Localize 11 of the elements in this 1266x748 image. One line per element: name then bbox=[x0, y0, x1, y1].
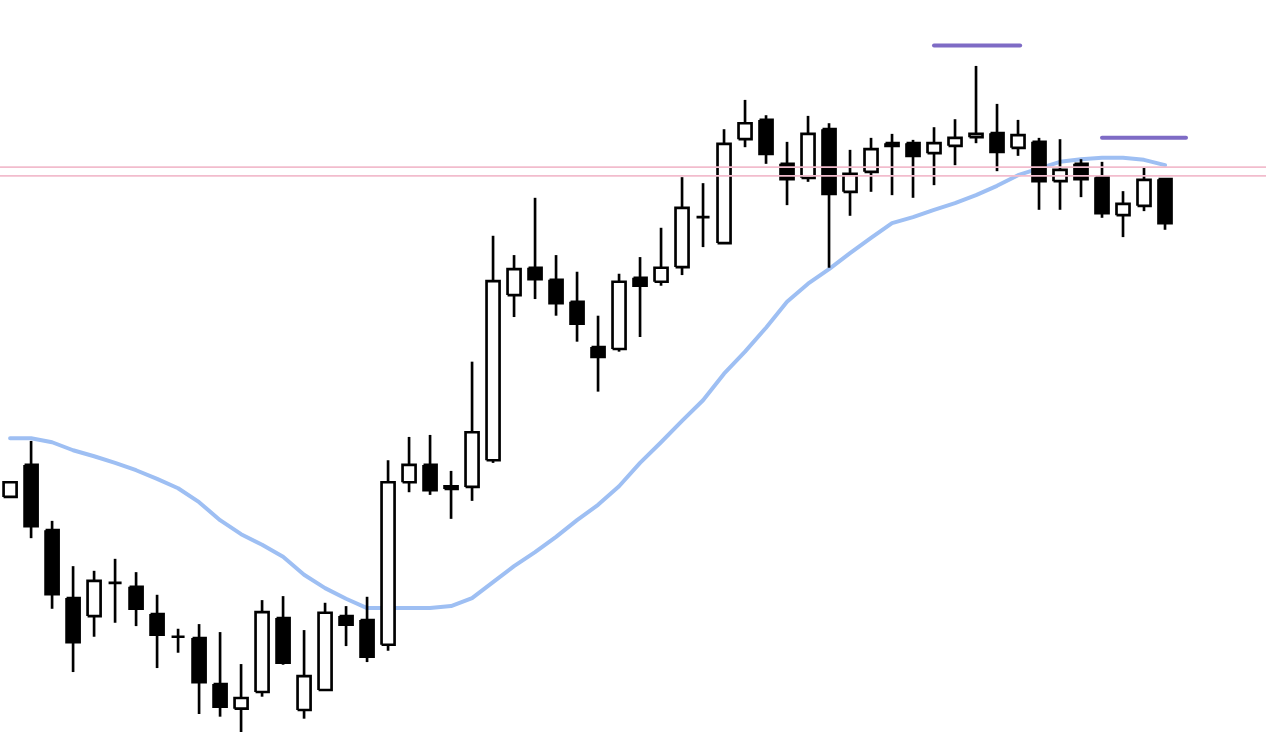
candlestick bbox=[149, 593, 165, 670]
candlestick bbox=[590, 314, 606, 393]
candlestick bbox=[233, 662, 249, 734]
candlestick bbox=[842, 148, 858, 218]
candlestick bbox=[632, 255, 648, 339]
candlestick bbox=[695, 181, 711, 249]
candlestick bbox=[107, 557, 123, 625]
candlestick bbox=[947, 117, 963, 167]
candlestick bbox=[989, 102, 1005, 173]
candlestick bbox=[65, 564, 81, 674]
candlestick bbox=[527, 196, 543, 301]
